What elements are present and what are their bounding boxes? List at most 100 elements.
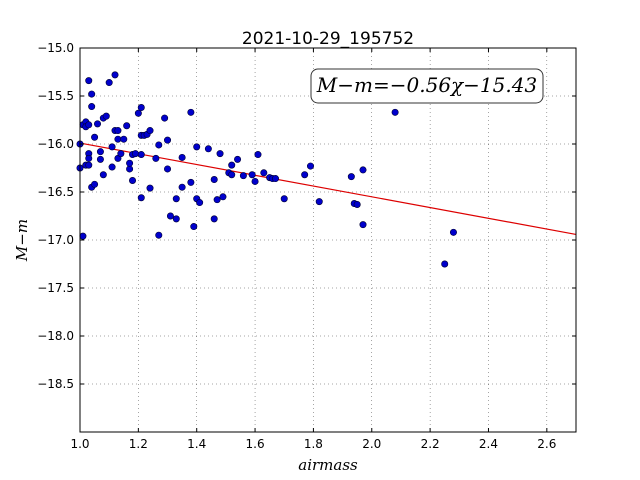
data-point [114, 135, 122, 143]
data-point [85, 77, 93, 85]
data-point [108, 163, 116, 171]
data-point [146, 127, 154, 135]
y-tick-label: −15.0 [37, 41, 74, 55]
data-point [137, 104, 145, 112]
y-tick-label: −17.0 [37, 233, 74, 247]
data-point [123, 122, 131, 130]
data-point [172, 195, 180, 203]
x-tick-label: 1.0 [70, 437, 89, 451]
x-tick-label: 1.2 [129, 437, 148, 451]
x-tick-label: 2.4 [479, 437, 498, 451]
data-point [114, 127, 122, 135]
data-point [391, 108, 399, 116]
data-point [280, 195, 288, 203]
data-point [187, 178, 195, 186]
data-point [146, 184, 154, 192]
data-point [96, 148, 104, 156]
fit-line [79, 142, 577, 236]
data-point [441, 260, 449, 268]
data-point [99, 171, 107, 179]
data-point [155, 141, 163, 149]
data-point [111, 71, 119, 79]
grid-lines [79, 47, 576, 432]
y-tick-label: −15.5 [37, 89, 74, 103]
data-point [449, 228, 457, 236]
data-point [96, 155, 104, 163]
data-point [306, 162, 314, 170]
data-point [166, 212, 174, 220]
data-point [129, 176, 137, 184]
data-point [178, 153, 186, 161]
data-point [85, 161, 93, 169]
data-point [353, 200, 361, 208]
x-tick-label: 2.6 [537, 437, 556, 451]
data-point [88, 103, 96, 111]
data-point [190, 223, 198, 231]
data-point [210, 215, 218, 223]
data-point [193, 143, 201, 151]
data-point [251, 177, 259, 185]
data-point [91, 133, 99, 141]
data-point [117, 150, 125, 158]
data-point [359, 221, 367, 229]
data-point [213, 196, 221, 204]
y-tick-label: −17.5 [37, 281, 74, 295]
data-point [301, 171, 309, 179]
y-tick-label: −16.0 [37, 137, 74, 151]
data-point [172, 215, 180, 223]
data-point [79, 232, 87, 240]
data-point [254, 151, 262, 159]
data-point [91, 180, 99, 188]
x-tick-label: 1.6 [246, 437, 265, 451]
data-point [248, 171, 256, 179]
data-point [88, 90, 96, 98]
data-point [196, 199, 204, 207]
data-point [94, 120, 102, 128]
data-point [134, 109, 142, 117]
y-tick-labels: −15.0 −15.5 −16.0 −16.5 −17.0 −17.5 −18.0 −18.5 [37, 41, 74, 391]
x-tick-label: 2.2 [421, 437, 440, 451]
data-point [271, 175, 279, 183]
data-point [178, 183, 186, 191]
data-point [347, 173, 355, 181]
data-point [85, 154, 93, 162]
data-point [108, 143, 116, 151]
x-axis-label: airmass [298, 456, 358, 474]
data-point [105, 79, 113, 87]
data-point [359, 166, 367, 174]
x-tick-label: 1.8 [304, 437, 323, 451]
data-point [228, 161, 236, 169]
data-point [234, 155, 242, 163]
y-tick-label: −18.5 [37, 377, 74, 391]
data-point [216, 150, 224, 158]
fit-equation: M−m=−0.56χ−15.43 [316, 73, 537, 97]
y-tick-label: −18.0 [37, 329, 74, 343]
data-point [85, 121, 93, 129]
fit-line-layer [79, 142, 577, 236]
data-point [152, 154, 160, 162]
data-point [155, 231, 163, 239]
x-tick-labels: 1.0 1.2 1.4 1.6 1.8 2.0 2.2 2.4 2.6 [70, 437, 556, 451]
data-point [131, 150, 139, 158]
chart-title: 2021-10-29_195752 [242, 29, 414, 49]
x-tick-label: 2.0 [362, 437, 381, 451]
data-point [137, 151, 145, 159]
data-point [239, 172, 247, 180]
data-point [315, 198, 323, 206]
data-point [161, 114, 169, 122]
data-point [204, 145, 212, 153]
data-point [219, 193, 227, 201]
axis-ticks [79, 47, 576, 432]
data-point [164, 165, 172, 173]
data-point [126, 159, 134, 167]
data-point [137, 194, 145, 202]
data-point [187, 108, 195, 116]
scatter-points [76, 71, 457, 268]
data-point [102, 112, 110, 120]
data-point [164, 136, 172, 144]
x-tick-label: 1.4 [187, 437, 206, 451]
data-point [126, 165, 134, 173]
annotation-box: M−m=−0.56χ−15.43 [310, 68, 544, 104]
data-point [120, 135, 128, 143]
